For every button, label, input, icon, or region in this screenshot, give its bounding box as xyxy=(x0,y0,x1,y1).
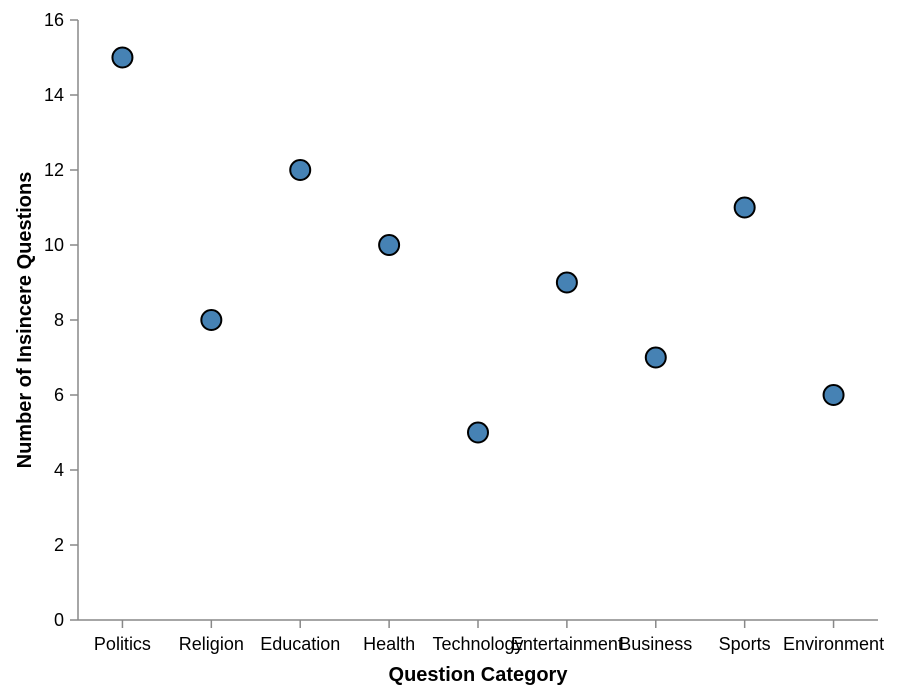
data-point xyxy=(378,234,401,256)
y-axis-title: Number of Insincere Questions xyxy=(14,172,36,469)
y-axis: 0 2 4 6 8 10 12 14 16 xyxy=(44,10,79,630)
x-tick-label: Health xyxy=(363,634,415,654)
y-tick-label: 12 xyxy=(44,160,64,180)
x-axis: Politics Religion Education Health Technolog… xyxy=(78,619,884,654)
data-point xyxy=(822,384,845,406)
data-point xyxy=(200,309,223,331)
y-tick-label: 14 xyxy=(44,85,64,105)
x-tick-label: Entertainment xyxy=(511,634,623,654)
data-point xyxy=(733,196,756,219)
x-tick-label: Business xyxy=(619,634,692,654)
x-axis-title: Question Category xyxy=(389,664,569,686)
x-tick-label: Environment xyxy=(783,634,884,654)
y-tick-label: 6 xyxy=(54,385,64,405)
data-point xyxy=(644,346,667,369)
data-point xyxy=(467,421,489,444)
x-tick-label: Politics xyxy=(94,634,151,654)
data-point xyxy=(555,271,578,294)
y-tick-label: 8 xyxy=(54,310,64,330)
y-tick-label: 0 xyxy=(54,610,64,630)
y-tick-label: 4 xyxy=(54,460,64,480)
x-tick-label: Technology xyxy=(432,634,523,654)
data-point xyxy=(289,159,312,181)
x-tick-label: Education xyxy=(260,634,340,654)
x-tick-label: Sports xyxy=(719,634,771,654)
data-points xyxy=(111,46,845,444)
data-point xyxy=(111,46,134,69)
y-tick-label: 2 xyxy=(54,535,64,555)
y-tick-label: 16 xyxy=(44,10,64,30)
y-tick-label: 10 xyxy=(44,235,64,255)
x-tick-label: Religion xyxy=(179,634,244,654)
